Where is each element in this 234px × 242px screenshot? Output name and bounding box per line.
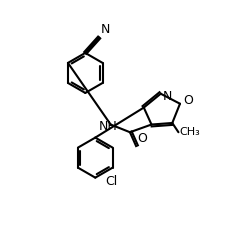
Text: N: N [162, 90, 172, 103]
Text: CH₃: CH₃ [179, 127, 200, 137]
Text: O: O [138, 132, 147, 144]
Text: O: O [183, 94, 193, 107]
Text: N: N [101, 23, 110, 36]
Text: Cl: Cl [105, 175, 117, 188]
Text: NH: NH [99, 120, 118, 133]
